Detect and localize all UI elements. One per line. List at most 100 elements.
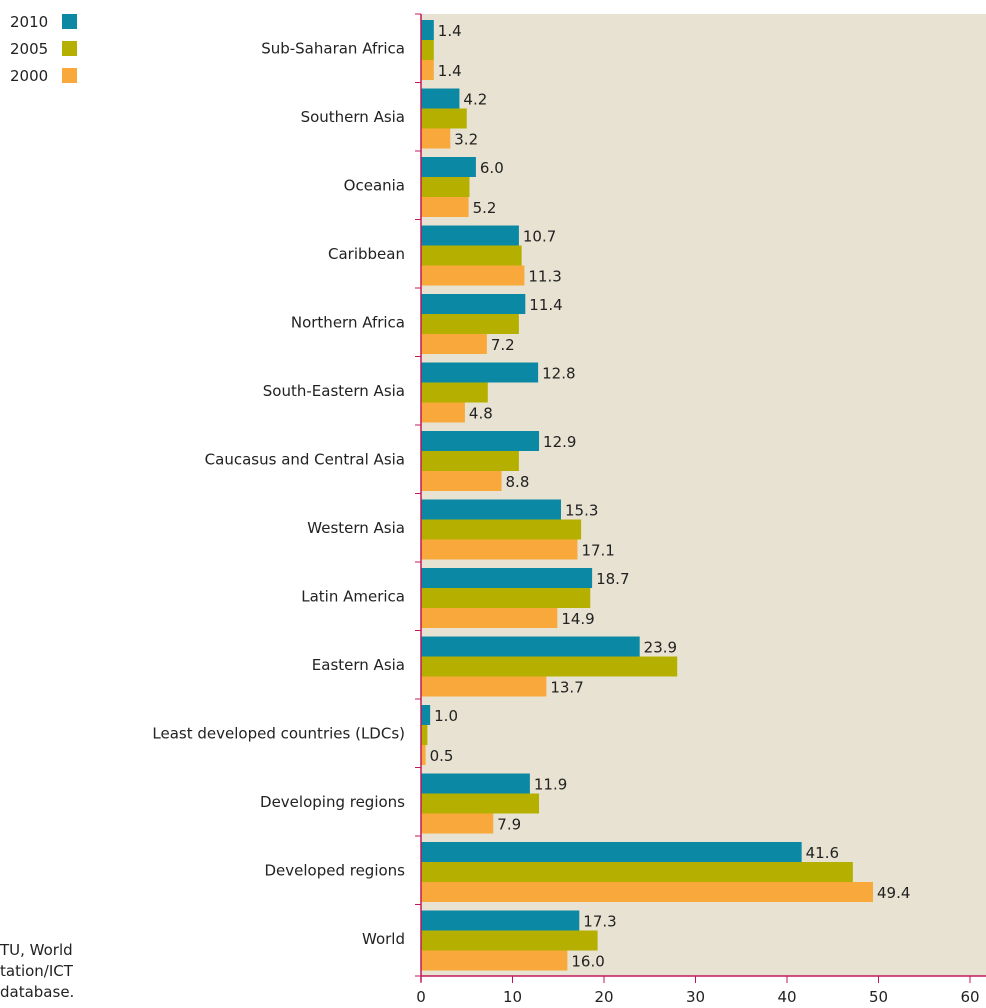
legend-item-2005: 2005 [10,35,77,62]
source-note: TU, World tation/ICT database. [0,941,75,1001]
bar [421,245,522,266]
category-label: Southern Asia [301,108,405,126]
bar [421,177,470,197]
x-tick-label: 40 [777,988,796,1006]
data-label: 23.9 [644,639,677,657]
x-tick-label: 0 [416,988,426,1006]
bar [421,471,502,491]
legend-swatch [62,68,77,83]
data-label: 11.3 [528,268,561,286]
bar [421,725,428,745]
data-label: 11.4 [529,296,562,314]
legend-swatch [62,41,77,56]
bar [421,60,434,80]
data-label: 49.4 [877,884,910,902]
category-label: Northern Africa [291,313,405,331]
legend-label: 2010 [10,12,49,31]
x-tick-label: 50 [869,988,888,1006]
data-label: 12.9 [543,433,576,451]
data-label: 17.1 [581,542,614,560]
data-label: 12.8 [542,365,575,383]
bar [421,950,568,971]
legend-label: 2005 [10,39,49,58]
x-tick-label: 30 [686,988,705,1006]
plot-area [421,14,986,976]
data-label: 7.9 [497,816,521,834]
data-label: 17.3 [583,913,616,931]
data-label: 11.9 [534,776,567,794]
category-label: Oceania [344,176,405,194]
data-label: 14.9 [561,610,594,628]
category-label: Least developed countries (LDCs) [152,724,405,742]
bar [421,793,540,814]
bar [421,813,494,834]
legend-label: 2000 [10,66,49,85]
legend-swatch [62,14,77,29]
data-label: 1.4 [438,22,462,40]
bar [421,910,580,931]
category-label: Caribbean [328,245,405,263]
bar [421,499,561,520]
category-label: Western Asia [307,519,405,537]
legend: 2010 2005 2000 [10,8,77,89]
bar [421,588,591,608]
data-label: 13.7 [550,679,583,697]
bar [421,157,476,177]
data-label: 8.8 [506,473,530,491]
data-label: 1.0 [434,707,458,725]
x-tick-label: 20 [594,988,613,1006]
bar [421,225,519,246]
bar [421,362,539,383]
bar [421,745,426,765]
legend-item-2000: 2000 [10,62,77,89]
bar [421,842,802,862]
data-label: 41.6 [806,844,839,862]
legend-item-2010: 2010 [10,8,77,35]
data-label: 6.0 [480,159,504,177]
bar [421,382,488,403]
bar [421,431,540,451]
category-label: Latin America [301,587,405,605]
bar [421,676,547,697]
x-tick-label: 10 [503,988,522,1006]
data-label: 7.2 [491,336,515,354]
data-label: 16.0 [571,953,604,971]
bar [421,568,593,588]
x-tick-label: 60 [960,988,979,1006]
bar [421,108,467,129]
data-label: 10.7 [523,228,556,246]
bar [421,20,434,40]
bar [421,451,519,471]
data-label: 4.2 [463,91,487,109]
bar [421,334,487,354]
data-label: 4.8 [469,405,493,423]
bar [421,402,465,423]
bar [421,773,530,794]
bar [421,314,519,334]
data-label: 3.2 [454,131,478,149]
bar [421,705,431,725]
bar [421,88,460,109]
category-label: Developed regions [264,861,405,879]
category-label: World [362,930,405,948]
category-label: Sub-Saharan Africa [261,39,405,57]
bar [421,519,582,540]
data-label: 1.4 [438,62,462,80]
category-label: Caucasus and Central Asia [205,450,405,468]
bar [421,265,525,286]
bar [421,539,578,560]
bar [421,608,558,628]
bar [421,882,874,902]
bar [421,862,853,882]
bar [421,656,678,677]
data-label: 0.5 [430,747,454,765]
bar [421,128,451,149]
category-label: Developing regions [260,793,405,811]
bar [421,930,598,951]
category-label: Eastern Asia [312,656,405,674]
bar [421,636,640,657]
bar [421,40,434,60]
data-label: 18.7 [596,570,629,588]
data-label: 5.2 [473,199,497,217]
